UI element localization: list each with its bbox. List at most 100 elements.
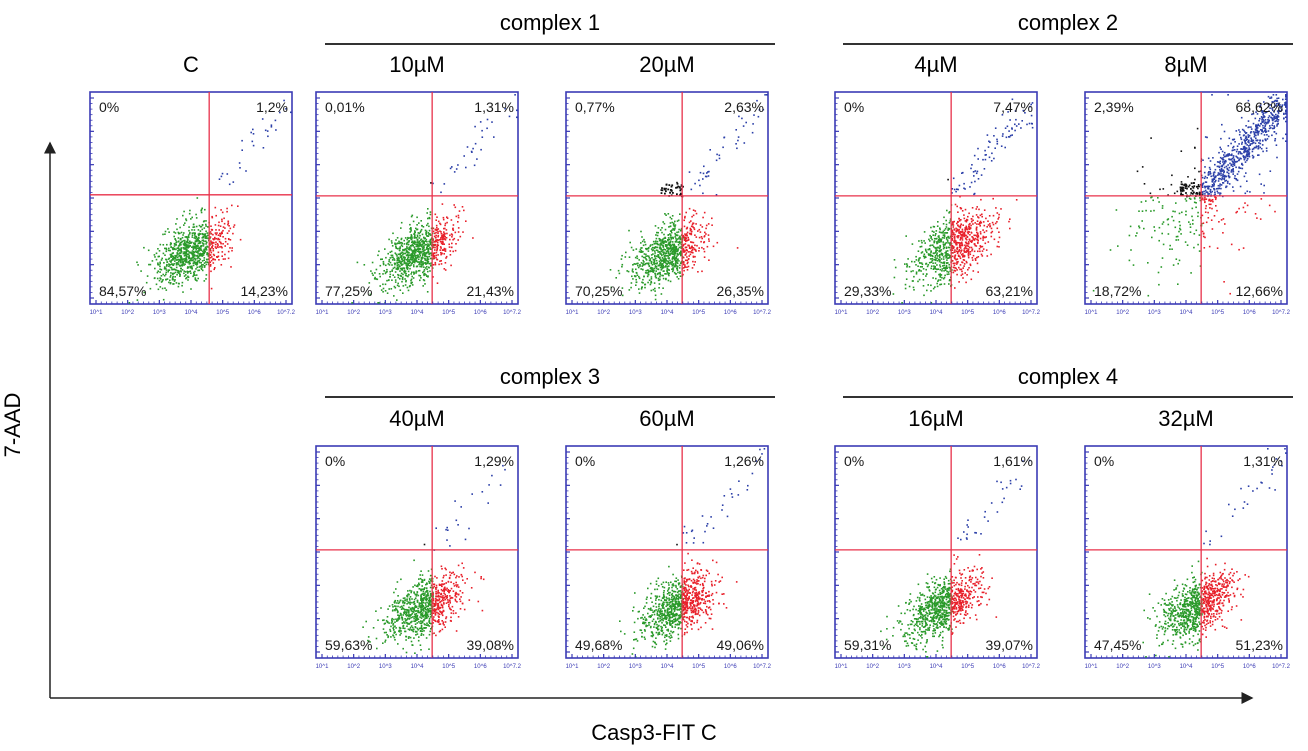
scatter-point — [439, 260, 441, 262]
scatter-point — [193, 226, 196, 228]
scatter-point — [959, 242, 962, 244]
scatter-point — [1220, 165, 1223, 168]
scatter-point — [426, 256, 429, 258]
scatter-point — [948, 212, 950, 214]
scatter-point — [411, 275, 413, 278]
scatter-point — [404, 237, 407, 239]
scatter-point — [1275, 102, 1278, 105]
scatter-point — [412, 258, 415, 260]
scatter-point — [996, 143, 999, 145]
scatter-point — [214, 236, 216, 239]
scatter-point — [420, 228, 423, 231]
scatter-point — [659, 253, 661, 255]
scatter-point — [967, 241, 970, 243]
scatter-point — [372, 274, 374, 276]
scatter-point — [402, 259, 404, 261]
scatter-point — [961, 237, 964, 239]
scatter-point — [442, 236, 445, 239]
scatter-point — [439, 222, 441, 225]
scatter-point — [206, 261, 209, 263]
scatter-point — [1252, 141, 1255, 144]
scatter-point — [198, 260, 200, 262]
scatter-point — [1264, 119, 1267, 121]
scatter-point — [942, 277, 945, 280]
scatter-point — [907, 258, 909, 260]
scatter-point — [1257, 146, 1259, 148]
scatter-point — [415, 227, 417, 230]
scatter-point — [915, 264, 917, 266]
scatter-point — [952, 262, 955, 265]
scatter-point — [1223, 155, 1226, 158]
scatter-point — [1264, 139, 1267, 141]
scatter-point — [415, 243, 418, 246]
scatter-point — [668, 226, 670, 228]
scatter-point — [650, 281, 653, 284]
quadrant-label-lower-right: 26,35% — [717, 283, 764, 299]
scatter-point — [1281, 105, 1283, 108]
scatter-point — [1285, 95, 1287, 97]
scatter-point — [210, 251, 213, 254]
scatter-point — [167, 258, 170, 260]
scatter-point — [685, 211, 687, 214]
scatter-point — [128, 302, 131, 304]
scatter-point — [674, 252, 677, 255]
scatter-point — [203, 227, 206, 229]
scatter-point — [1220, 184, 1223, 186]
scatter-point — [666, 247, 668, 249]
scatter-point — [669, 245, 672, 248]
scatter-point — [679, 213, 681, 215]
scatter-point — [392, 232, 394, 235]
scatter-point — [674, 224, 677, 226]
scatter-point — [202, 252, 205, 254]
scatter-point — [948, 257, 951, 259]
scatter-point — [184, 271, 187, 273]
scatter-point — [409, 231, 411, 233]
scatter-point — [961, 233, 963, 236]
scatter-point — [195, 235, 197, 238]
scatter-point — [397, 282, 399, 285]
scatter-point — [203, 259, 205, 261]
scatter-point — [655, 267, 658, 270]
scatter-point — [683, 225, 686, 228]
scatter-point — [378, 302, 380, 304]
scatter-point — [940, 253, 943, 256]
scatter-point — [1252, 142, 1254, 144]
scatter-point — [385, 271, 387, 273]
scatter-point — [982, 221, 985, 223]
scatter-point — [1247, 150, 1250, 153]
scatter-point — [671, 265, 674, 267]
scatter-point — [189, 231, 191, 234]
scatter-point — [665, 265, 667, 268]
scatter-point — [187, 266, 190, 269]
scatter-point — [927, 264, 930, 266]
scatter-point — [1203, 171, 1206, 174]
scatter-point — [386, 292, 389, 294]
scatter-point — [264, 129, 267, 132]
scatter-point — [893, 276, 896, 279]
scatter-point — [174, 271, 177, 274]
scatter-point — [1275, 132, 1278, 135]
scatter-point — [1160, 266, 1163, 268]
scatter-point — [425, 265, 428, 268]
scatter-point — [630, 246, 633, 249]
scatter-point — [1214, 175, 1217, 178]
scatter-point — [227, 250, 230, 253]
scatter-point — [175, 266, 178, 269]
scatter-point — [963, 263, 966, 265]
scatter-point — [406, 268, 409, 270]
scatter-point — [930, 267, 932, 270]
scatter-point — [996, 140, 999, 143]
scatter-point — [394, 281, 397, 283]
scatter-point — [691, 215, 693, 218]
scatter-point — [1211, 207, 1213, 210]
scatter-point — [178, 244, 181, 247]
scatter-point — [942, 230, 944, 233]
scatter-point — [652, 258, 655, 261]
scatter-point — [416, 265, 418, 267]
scatter-point — [958, 184, 961, 187]
scatter-point — [399, 278, 401, 280]
scatter-point — [957, 235, 959, 237]
scatter-point — [947, 235, 949, 238]
scatter-point — [290, 111, 292, 114]
scatter-point — [674, 258, 676, 260]
